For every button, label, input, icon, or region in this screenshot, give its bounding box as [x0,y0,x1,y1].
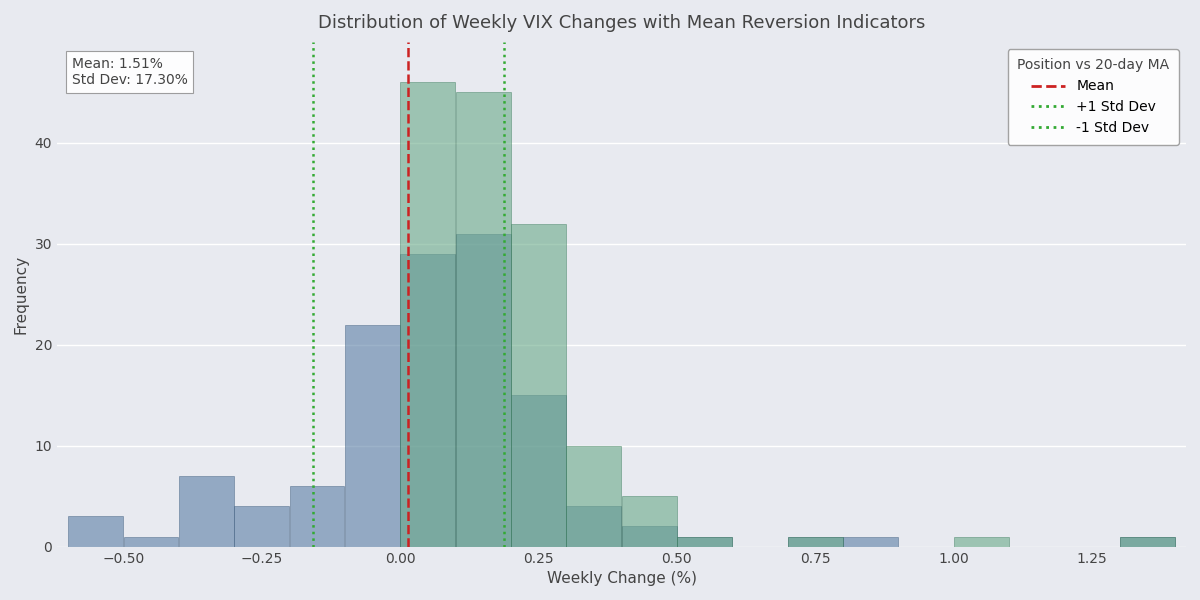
Bar [1120,536,1175,547]
Bar [346,325,400,547]
Bar [788,536,842,547]
X-axis label: Weekly Change (%): Weekly Change (%) [546,571,696,586]
Bar [234,506,289,547]
Bar [622,526,677,547]
Bar [954,536,1009,547]
Y-axis label: Frequency: Frequency [14,254,29,334]
Bar [677,536,732,547]
Bar [68,517,124,547]
Bar [289,486,344,547]
Bar [124,536,179,547]
Bar [788,536,842,547]
Bar [844,536,898,547]
Bar [677,536,732,547]
Title: Distribution of Weekly VIX Changes with Mean Reversion Indicators: Distribution of Weekly VIX Changes with … [318,14,925,32]
Bar [456,92,510,547]
Legend: Mean, +1 Std Dev, -1 Std Dev: Mean, +1 Std Dev, -1 Std Dev [1008,49,1180,145]
Text: Mean: 1.51%
Std Dev: 17.30%: Mean: 1.51% Std Dev: 17.30% [72,57,187,87]
Bar [1120,536,1175,547]
Bar [401,82,455,547]
Bar [511,224,566,547]
Bar [511,395,566,547]
Bar [622,496,677,547]
Bar [401,254,455,547]
Bar [566,446,622,547]
Bar [456,233,510,547]
Bar [179,476,234,547]
Bar [566,506,622,547]
